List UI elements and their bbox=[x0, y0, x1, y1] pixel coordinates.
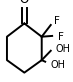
Text: F: F bbox=[58, 32, 64, 42]
Text: F: F bbox=[54, 16, 60, 26]
Text: O: O bbox=[20, 0, 29, 6]
Text: OH: OH bbox=[50, 60, 65, 70]
Text: OH: OH bbox=[56, 44, 71, 54]
